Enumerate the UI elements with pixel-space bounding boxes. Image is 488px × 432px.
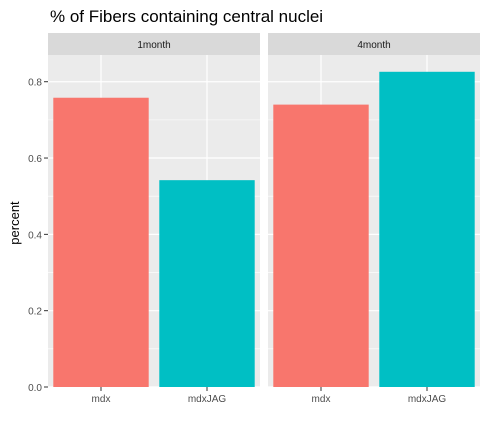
- facet-panels: mdx mdxJAG 1month mdx mdxJAG 4month: [48, 33, 480, 405]
- x-tick-label: mdxJAG: [408, 394, 447, 405]
- facet-strip: [48, 33, 260, 55]
- x-tick-label: mdx: [312, 394, 331, 405]
- y-tick-label: 0.2: [28, 307, 42, 318]
- chart-title: % of Fibers containing central nuclei: [50, 7, 323, 26]
- y-tick-label: 0.4: [28, 230, 42, 241]
- bar-4month-mdx: [273, 104, 369, 387]
- facet-strip: [268, 33, 480, 55]
- y-axis-ticks: 0.0 0.2 0.4 0.6 0.8: [28, 78, 48, 394]
- facet-panel-4month: mdx mdxJAG 4month: [268, 33, 480, 405]
- facet-strip-label: 1month: [137, 40, 170, 51]
- bar-1month-mdxJAG: [159, 180, 255, 387]
- y-tick-label: 0.0: [28, 383, 42, 394]
- bar-4month-mdxJAG: [379, 71, 475, 387]
- y-tick-label: 0.8: [28, 78, 42, 89]
- y-axis-label: percent: [7, 201, 22, 245]
- facet-strip-label: 4month: [357, 40, 390, 51]
- x-tick-label: mdx: [92, 394, 111, 405]
- bar-1month-mdx: [53, 97, 149, 387]
- x-tick-label: mdxJAG: [188, 394, 227, 405]
- y-tick-label: 0.6: [28, 154, 42, 165]
- facet-panel-1month: mdx mdxJAG 1month: [48, 33, 260, 405]
